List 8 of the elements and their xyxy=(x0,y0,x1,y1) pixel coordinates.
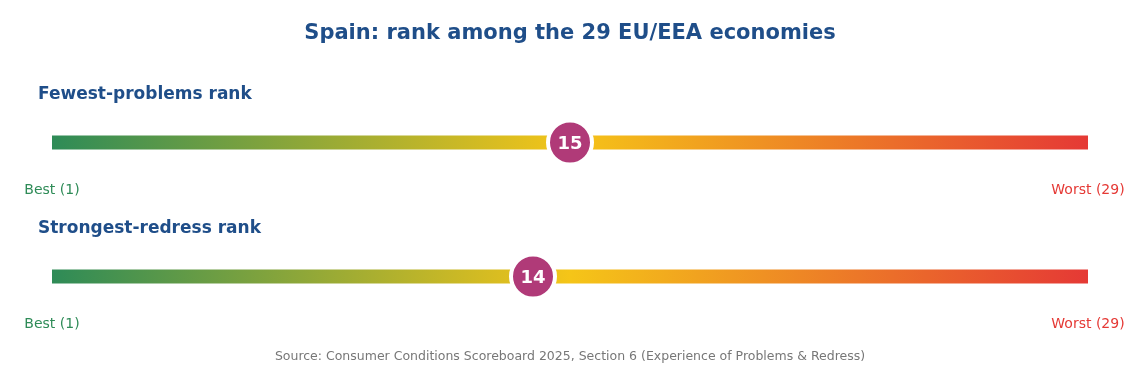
source-note: Source: Consumer Conditions Scoreboard 2025, Section 6 (Experience of Problems & Redress) xyxy=(273,348,867,363)
chart-title: Spain: rank among the 29 EU/EEA economies xyxy=(303,19,837,46)
data-label: 15 xyxy=(557,131,583,153)
data-label: 14 xyxy=(520,265,546,287)
y-tick-label: Strongest-redress rank xyxy=(38,216,262,239)
text: Worst (29) xyxy=(1051,181,1125,197)
y-tick-label: Fewest-problems rank xyxy=(38,82,253,105)
text: Best (1) xyxy=(24,181,80,197)
